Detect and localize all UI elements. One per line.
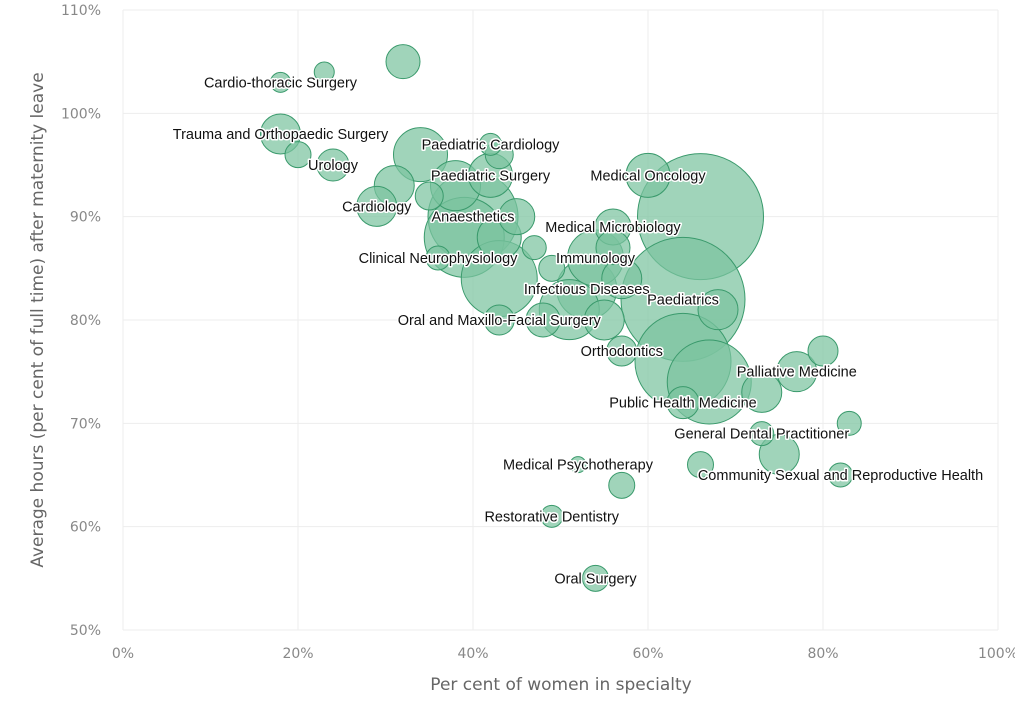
bubble-label: Urology	[308, 158, 359, 174]
bubble-label: Paediatric Cardiology	[422, 137, 561, 153]
y-tick-label: 90%	[70, 210, 101, 226]
gridlines	[122, 9, 999, 631]
bubble-label: Palliative Medicine	[737, 365, 857, 381]
bubble-label: Medical Microbiology	[545, 220, 681, 236]
bubble-label: Clinical Neurophysiology	[359, 251, 519, 267]
bubble	[521, 235, 547, 261]
x-tick-label: 0%	[112, 646, 134, 662]
bubble	[583, 299, 625, 341]
bubble	[666, 386, 700, 420]
bubble	[828, 462, 853, 488]
y-tick-label: 70%	[70, 416, 101, 432]
bubble-label: Anaesthetics	[431, 210, 514, 226]
bubble	[483, 304, 515, 336]
bubble	[425, 245, 451, 271]
bubble-label: Paediatrics	[647, 292, 719, 308]
bubble-label: Orthodontics	[581, 344, 663, 360]
bubble	[776, 351, 818, 393]
bubble	[697, 289, 739, 331]
bubble	[356, 185, 398, 227]
bubble-label: Immunology	[556, 251, 636, 267]
y-axis-title: Average hours (per cent of full time) af…	[28, 72, 48, 567]
bubble	[284, 141, 312, 169]
bubble-label: Cardio-thoracic Surgery	[204, 75, 358, 91]
bubble	[741, 371, 783, 413]
x-tick-label: 80%	[807, 646, 838, 662]
y-tick-label: 50%	[70, 623, 101, 639]
bubble	[569, 456, 587, 474]
bubble-label: Paediatric Surgery	[431, 168, 551, 184]
x-axis-ticks: 0% 20% 40% 60% 80% 100%	[112, 646, 1015, 662]
bubble-label: Community Sexual and Reproductive Health	[698, 468, 983, 484]
bubble	[749, 421, 775, 447]
bubble	[538, 254, 566, 282]
bubble	[270, 71, 291, 93]
bubble	[836, 410, 862, 436]
bubble	[498, 198, 536, 236]
bubble-labels: Cardio-thoracic Surgery Trauma and Orthop…	[171, 74, 984, 589]
bubble-label: Public Health Medicine	[609, 396, 757, 412]
y-tick-label: 110%	[61, 3, 101, 19]
x-axis-title: Per cent of women in specialty	[430, 675, 691, 695]
bubble	[625, 152, 671, 198]
bubble-label: Trauma and Orthopaedic Surgery	[173, 127, 389, 143]
bubble	[316, 148, 350, 182]
bubble-label: Infectious Diseases	[524, 282, 650, 298]
bubble	[606, 335, 638, 367]
bubble	[393, 127, 448, 183]
y-tick-label: 80%	[70, 313, 101, 329]
bubble	[313, 61, 335, 83]
bubble-label: General Dental Practitioner	[674, 427, 849, 443]
x-tick-label: 20%	[282, 646, 313, 662]
y-tick-label: 60%	[70, 520, 101, 536]
bubble-label: Medical Psychotherapy	[503, 458, 654, 474]
y-tick-label: 100%	[61, 106, 101, 122]
bubble	[385, 44, 421, 80]
bubble-label: Restorative Dentistry	[484, 509, 619, 525]
bubble-label: Oral Surgery	[554, 571, 637, 587]
bubble	[807, 335, 839, 367]
x-tick-label: 100%	[978, 646, 1015, 662]
bubble	[595, 230, 631, 266]
x-tick-label: 40%	[457, 646, 488, 662]
bubbles	[260, 44, 862, 592]
bubble	[758, 433, 800, 475]
bubble-label: Medical Oncology	[590, 168, 706, 184]
y-axis-ticks: 50% 60% 70% 80% 90% 100% 110%	[61, 3, 101, 639]
bubble-label: Oral and Maxillo-Facial Surgery	[398, 313, 602, 329]
x-tick-label: 60%	[632, 646, 663, 662]
bubble-label: Cardiology	[342, 199, 412, 215]
bubble	[414, 181, 444, 211]
bubble	[687, 451, 714, 479]
bubble	[540, 504, 564, 528]
bubble	[608, 471, 636, 499]
bubble	[479, 132, 502, 156]
bubble	[582, 564, 609, 592]
bubble	[525, 302, 561, 338]
